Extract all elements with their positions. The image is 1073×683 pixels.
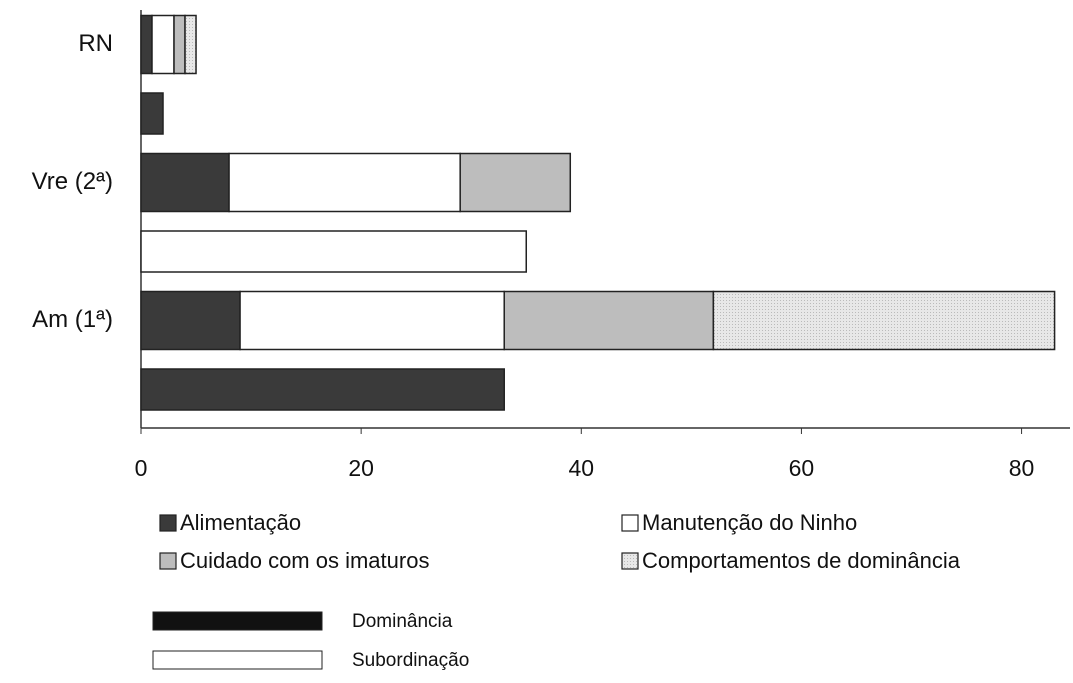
x-tick-label: 60 — [789, 455, 815, 481]
x-tick-label: 40 — [568, 455, 594, 481]
legend-swatch — [621, 552, 639, 570]
legend-label: Manutenção do Ninho — [642, 510, 857, 535]
legend-label: Subordinação — [352, 650, 469, 671]
legend-label: Dominância — [352, 611, 453, 632]
bar-segment — [503, 290, 715, 351]
bar-segment — [239, 290, 505, 351]
bar-segment — [459, 152, 572, 213]
legend-swatch — [621, 514, 639, 532]
legend-swatch — [159, 552, 177, 570]
bar-segment — [140, 290, 241, 351]
bar-segment — [140, 14, 153, 75]
legend-bar — [152, 611, 323, 631]
bar-segment — [140, 92, 164, 135]
legend-swatch — [159, 514, 177, 532]
bar-segment — [151, 14, 175, 75]
y-tick-label: RN — [78, 30, 113, 57]
legend-bar — [152, 650, 323, 670]
y-tick-label: Am (1ª) — [32, 306, 113, 333]
bar-segment — [140, 152, 230, 213]
bar-segment — [140, 368, 505, 411]
bar-segment — [712, 290, 1056, 351]
x-tick-label: 80 — [1009, 455, 1035, 481]
x-tick-label: 0 — [135, 455, 148, 481]
bar-segment — [173, 14, 186, 75]
legend-label: Cuidado com os imaturos — [180, 548, 429, 573]
legend-label: Comportamentos de dominância — [642, 548, 961, 573]
y-tick-label: Vre (2ª) — [32, 168, 113, 195]
legend-label: Alimentação — [180, 510, 301, 535]
x-tick-label: 20 — [348, 455, 374, 481]
bar-segment — [184, 14, 197, 75]
bar-segment — [228, 152, 461, 213]
bar-segment — [140, 230, 527, 273]
